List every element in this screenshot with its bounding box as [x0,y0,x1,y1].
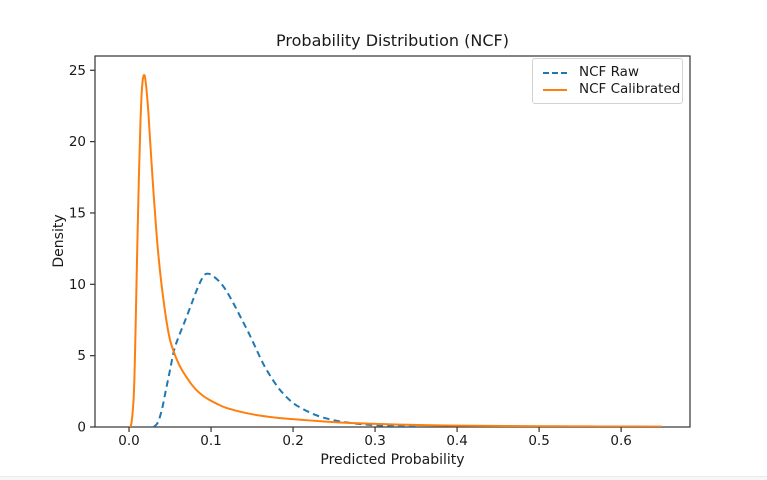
x-tick-label: 0.5 [528,433,549,449]
x-tick-label: 0.3 [364,433,385,449]
legend-label: NCF Calibrated [579,81,681,97]
y-tick-label: 0 [77,420,86,436]
x-tick-label: 0.6 [610,433,631,449]
y-tick-label: 10 [69,277,86,293]
x-tick-label: 0.4 [446,433,467,449]
ncf-calibrated-line-sample-icon [543,88,567,91]
x-tick-label: 0.0 [118,433,139,449]
ncf-raw-line-sample-icon [543,71,567,74]
x-tick-label: 0.2 [282,433,303,449]
x-axis-label: Predicted Probability [320,452,465,468]
legend-entry-ncf-calibrated: NCF Calibrated [543,81,680,98]
x-tick-label: 0.1 [200,433,221,449]
ncf-raw-curve [152,272,417,427]
axes-frame [94,55,691,428]
y-tick-label: 5 [77,348,86,364]
y-tick-label: 25 [69,63,86,79]
chart-title: Probability Distribution (NCF) [276,31,509,50]
legend-label: NCF Raw [579,64,639,80]
legend-entry-ncf-raw: NCF Raw [543,64,674,81]
y-axis-label: Density [51,214,67,268]
ncf-calibrated-curve [128,73,663,427]
y-tick-label: 20 [69,134,86,150]
legend: NCF Raw NCF Calibrated [532,58,683,104]
bottom-strip [0,476,767,480]
y-tick-label: 15 [69,205,86,221]
